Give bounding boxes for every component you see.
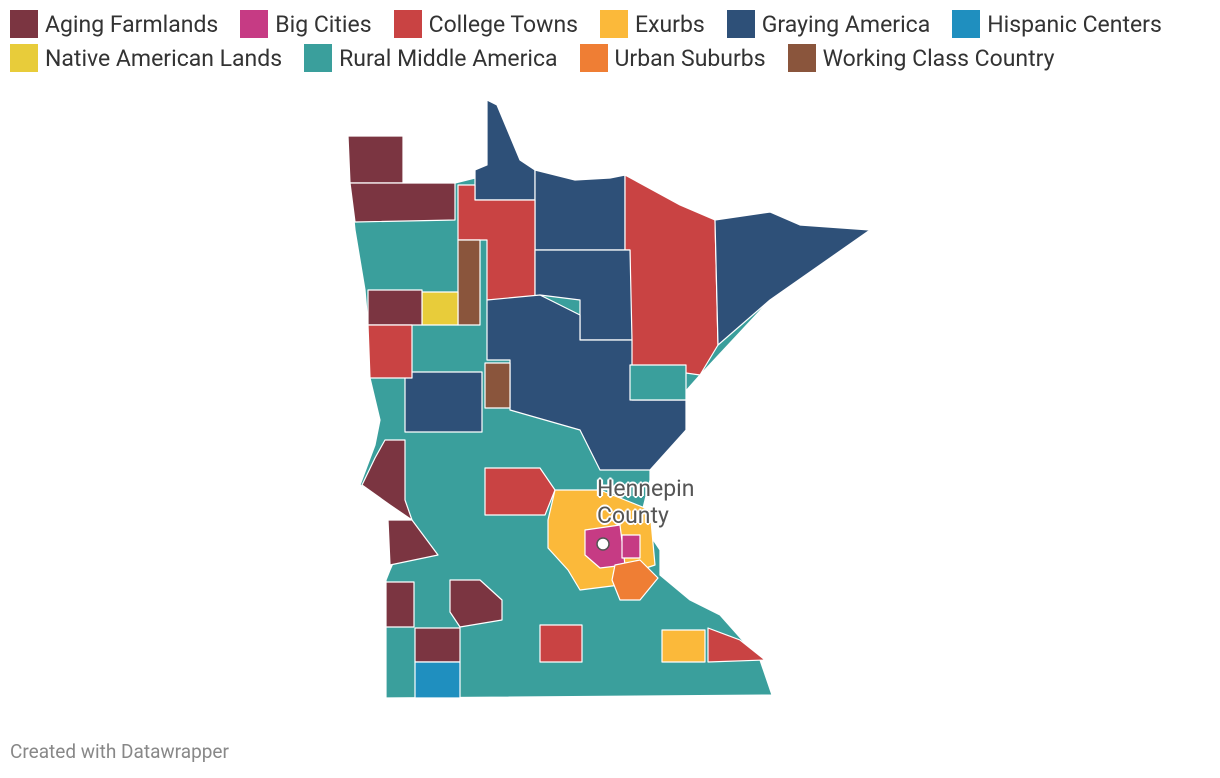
legend-label: Working Class Country: [822, 44, 1055, 72]
county-region: [414, 627, 461, 663]
legend-item: Native American Lands: [10, 44, 282, 72]
legend-item: Aging Farmlands: [10, 10, 218, 38]
county-region: [349, 182, 456, 223]
county-region: [484, 362, 511, 409]
legend-swatch: [10, 44, 38, 72]
annotation: Hennepin County: [597, 475, 695, 529]
legend-label: Urban Suburbs: [614, 44, 766, 72]
legend-label: Big Cities: [275, 10, 372, 38]
county-region: [661, 629, 706, 663]
county-region: [367, 324, 413, 379]
county-region: [707, 627, 766, 663]
county-region: [624, 174, 719, 376]
marker: [596, 537, 610, 551]
legend-label: Native American Lands: [45, 44, 283, 72]
county-region: [414, 661, 461, 699]
legend-label: College Towns: [428, 10, 579, 38]
legend-item: Hispanic Centers: [952, 10, 1162, 38]
county-region: [404, 371, 483, 433]
county-region: [621, 534, 641, 559]
legend-swatch: [393, 10, 422, 38]
county-region: [539, 624, 583, 663]
legend-swatch: [787, 44, 816, 72]
legend-swatch: [726, 10, 755, 38]
legend-item: College Towns: [393, 10, 579, 38]
legend-swatch: [600, 10, 629, 38]
legend-swatch: [10, 10, 38, 38]
county-region: [421, 291, 459, 326]
legend: Aging Farmlands Big Cities College Towns Ex…: [10, 10, 1210, 72]
footer: Created with Datawrapper: [10, 740, 229, 763]
county-region: [629, 364, 687, 401]
legend-swatch: [304, 44, 333, 72]
county-region: [534, 169, 626, 251]
legend-swatch: [579, 44, 608, 72]
legend-item: Urban Suburbs: [579, 44, 766, 72]
legend-label: Exurbs: [635, 10, 705, 38]
county-region: [449, 579, 503, 628]
county-region: [361, 439, 413, 521]
county-region: [611, 559, 659, 601]
county-region: [387, 519, 439, 566]
legend-swatch: [240, 10, 269, 38]
legend-label: Aging Farmlands: [45, 10, 219, 38]
legend-label: Hispanic Centers: [987, 10, 1162, 38]
legend-item: Rural Middle America: [304, 44, 558, 72]
county-region: [457, 239, 481, 326]
legend-label: Graying America: [761, 10, 931, 38]
county-region: [385, 581, 415, 628]
county-region: [484, 467, 556, 516]
legend-item: Working Class Country: [787, 44, 1055, 72]
county-region: [714, 211, 871, 346]
legend-item: Big Cities: [240, 10, 372, 38]
legend-item: Exurbs: [600, 10, 705, 38]
legend-label: Rural Middle America: [339, 44, 558, 72]
county-region: [474, 99, 536, 201]
county-region: [347, 135, 404, 184]
county-region: [367, 289, 423, 326]
legend-swatch: [952, 10, 981, 38]
legend-item: Graying America: [726, 10, 931, 38]
